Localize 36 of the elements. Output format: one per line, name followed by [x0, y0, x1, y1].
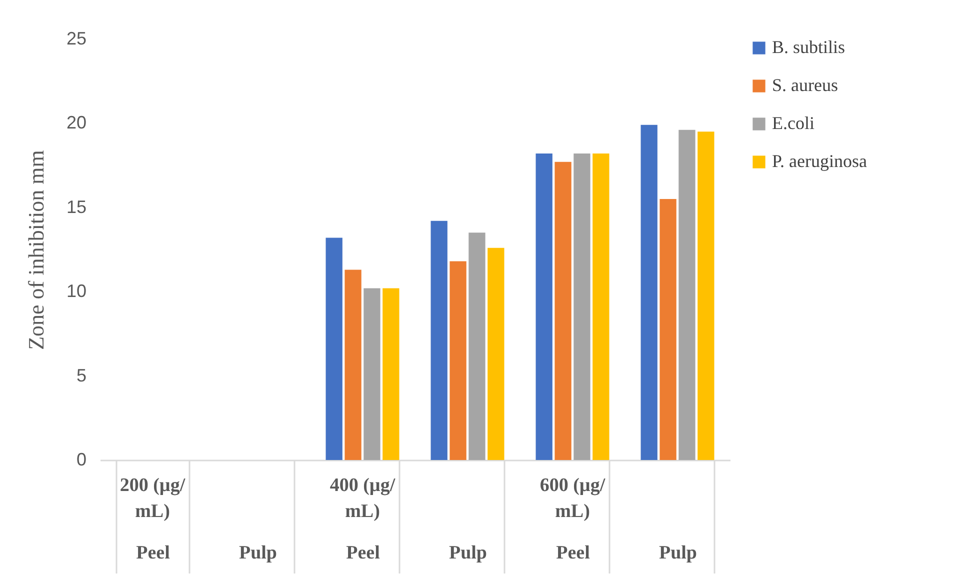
bar: [326, 238, 342, 460]
bar: [364, 288, 380, 460]
bar: [554, 162, 572, 460]
legend-label: B. subtilis: [772, 37, 846, 57]
legend-label: S. aureus: [772, 75, 838, 95]
x-tick-label: Peel: [136, 542, 170, 564]
bar: [382, 288, 400, 460]
x-tick-label: Peel: [346, 542, 380, 564]
legend-label: P. aeruginosa: [772, 151, 867, 171]
y-tick-label: 5: [76, 365, 86, 386]
bar: [450, 261, 466, 460]
bar: [430, 220, 448, 460]
bar: [536, 154, 552, 460]
x-tick-label: Peel: [556, 542, 590, 564]
bar: [640, 124, 658, 460]
bar: [468, 232, 486, 460]
x-tick-label: Pulp: [658, 542, 698, 564]
x-tick-label: Pulp: [448, 542, 488, 564]
legend-label: E.coli: [772, 113, 814, 133]
bar: [592, 154, 610, 460]
y-axis-title: Zone of inhibition mm: [23, 150, 48, 350]
text: 400 (µg/mL): [330, 475, 396, 522]
bar: [344, 270, 362, 460]
bar: [698, 132, 714, 460]
x-tick-label: Pulp: [238, 542, 278, 564]
y-tick-label: 0: [76, 450, 86, 470]
y-tick-label: 10: [66, 281, 86, 302]
y-tick-label: 25: [66, 28, 86, 48]
bar: [660, 198, 676, 460]
bar: [488, 248, 504, 460]
bar: [678, 130, 696, 460]
text: 600 (µg/mL): [540, 475, 606, 522]
y-tick-label: 15: [66, 196, 86, 217]
text: 200 (µg/mL): [120, 475, 186, 522]
y-tick-label: 20: [66, 112, 86, 133]
bar: [574, 154, 590, 460]
